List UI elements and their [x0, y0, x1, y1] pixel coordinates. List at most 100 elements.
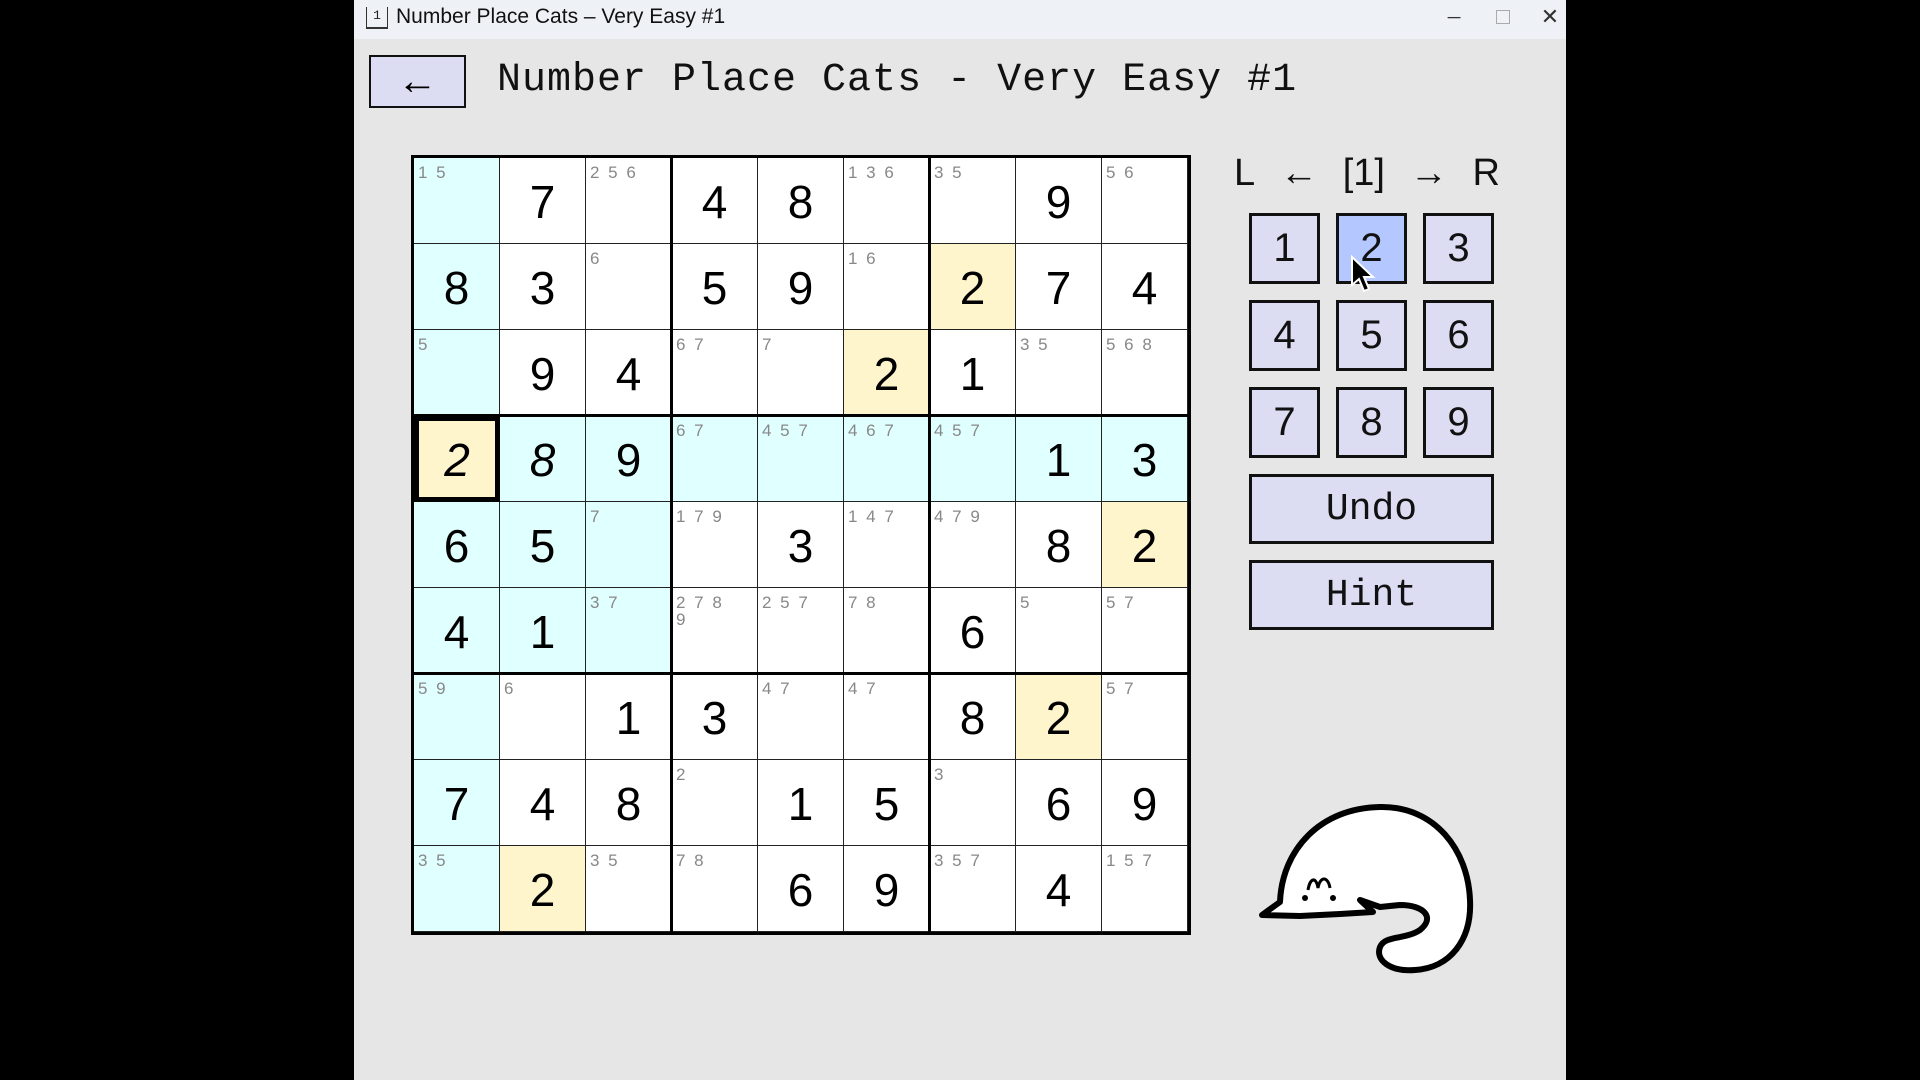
- cell-r1c8[interactable]: 9: [1016, 158, 1102, 244]
- cell-r9c6[interactable]: 9: [844, 846, 930, 932]
- cell-r2c9[interactable]: 4: [1102, 244, 1188, 330]
- cell-r3c5[interactable]: 7: [758, 330, 844, 416]
- cell-r6c4[interactable]: 2 7 8 9: [672, 588, 758, 674]
- cell-r1c6[interactable]: 1 3 6: [844, 158, 930, 244]
- cell-r7c9[interactable]: 5 7: [1102, 674, 1188, 760]
- hint-button[interactable]: Hint: [1249, 560, 1494, 630]
- cell-r4c6[interactable]: 4 6 7: [844, 416, 930, 502]
- cell-r1c9[interactable]: 5 6: [1102, 158, 1188, 244]
- cell-r5c4[interactable]: 1 7 9: [672, 502, 758, 588]
- cell-r2c6[interactable]: 1 6: [844, 244, 930, 330]
- cell-r2c7[interactable]: 2: [930, 244, 1016, 330]
- cell-r8c3[interactable]: 8: [586, 760, 672, 846]
- cell-r9c2[interactable]: 2: [500, 846, 586, 932]
- cell-r1c5[interactable]: 8: [758, 158, 844, 244]
- minimize-button[interactable]: ─: [1424, 0, 1484, 34]
- cell-r2c5[interactable]: 9: [758, 244, 844, 330]
- cell-r9c9[interactable]: 1 5 7: [1102, 846, 1188, 932]
- cell-r9c4[interactable]: 7 8: [672, 846, 758, 932]
- cell-r3c4[interactable]: 6 7: [672, 330, 758, 416]
- cell-r8c1[interactable]: 7: [414, 760, 500, 846]
- cell-r7c3[interactable]: 1: [586, 674, 672, 760]
- number-button-6[interactable]: 6: [1423, 300, 1494, 371]
- cell-r9c7[interactable]: 3 5 7: [930, 846, 1016, 932]
- cell-r4c5[interactable]: 4 5 7: [758, 416, 844, 502]
- cell-r9c5[interactable]: 6: [758, 846, 844, 932]
- cell-r3c3[interactable]: 4: [586, 330, 672, 416]
- cell-r6c5[interactable]: 2 5 7: [758, 588, 844, 674]
- number-button-5[interactable]: 5: [1336, 300, 1407, 371]
- cell-r4c2[interactable]: 8: [500, 416, 586, 502]
- number-button-8[interactable]: 8: [1336, 387, 1407, 458]
- cell-r4c1[interactable]: 2: [414, 416, 500, 502]
- cell-r1c2[interactable]: 7: [500, 158, 586, 244]
- number-button-3[interactable]: 3: [1423, 213, 1494, 284]
- cell-r2c4[interactable]: 5: [672, 244, 758, 330]
- cell-r4c3[interactable]: 9: [586, 416, 672, 502]
- number-button-1[interactable]: 1: [1249, 213, 1320, 284]
- cell-r1c3[interactable]: 2 5 6: [586, 158, 672, 244]
- cell-r9c1[interactable]: 3 5: [414, 846, 500, 932]
- close-button[interactable]: ✕: [1520, 0, 1580, 34]
- number-button-7[interactable]: 7: [1249, 387, 1320, 458]
- cell-r5c2[interactable]: 5: [500, 502, 586, 588]
- cell-r9c3[interactable]: 3 5: [586, 846, 672, 932]
- cell-r6c7[interactable]: 6: [930, 588, 1016, 674]
- cell-r4c7[interactable]: 4 5 7: [930, 416, 1016, 502]
- cell-r2c8[interactable]: 7: [1016, 244, 1102, 330]
- cell-r5c3[interactable]: 7: [586, 502, 672, 588]
- hand-right[interactable]: R: [1472, 152, 1500, 194]
- cell-r8c9[interactable]: 9: [1102, 760, 1188, 846]
- cell-r6c6[interactable]: 7 8: [844, 588, 930, 674]
- cell-r3c6[interactable]: 2: [844, 330, 930, 416]
- cell-r8c6[interactable]: 5: [844, 760, 930, 846]
- cell-r6c8[interactable]: 5: [1016, 588, 1102, 674]
- cell-r4c9[interactable]: 3: [1102, 416, 1188, 502]
- cell-r8c4[interactable]: 2: [672, 760, 758, 846]
- back-button[interactable]: ←: [369, 55, 466, 108]
- cell-r6c3[interactable]: 3 7: [586, 588, 672, 674]
- hand-left[interactable]: L: [1234, 152, 1256, 194]
- cell-r3c7[interactable]: 1: [930, 330, 1016, 416]
- number-button-9[interactable]: 9: [1423, 387, 1494, 458]
- cell-r7c6[interactable]: 4 7: [844, 674, 930, 760]
- cell-r7c4[interactable]: 3: [672, 674, 758, 760]
- cell-r2c3[interactable]: 6: [586, 244, 672, 330]
- cell-r5c9[interactable]: 2: [1102, 502, 1188, 588]
- cell-r7c8[interactable]: 2: [1016, 674, 1102, 760]
- cell-r5c6[interactable]: 1 4 7: [844, 502, 930, 588]
- cell-r8c2[interactable]: 4: [500, 760, 586, 846]
- cell-r1c4[interactable]: 4: [672, 158, 758, 244]
- cell-r6c9[interactable]: 5 7: [1102, 588, 1188, 674]
- cell-r7c7[interactable]: 8: [930, 674, 1016, 760]
- cell-r1c7[interactable]: 3 5: [930, 158, 1016, 244]
- cell-r7c5[interactable]: 4 7: [758, 674, 844, 760]
- cell-r6c2[interactable]: 1: [500, 588, 586, 674]
- cell-r3c8[interactable]: 3 5: [1016, 330, 1102, 416]
- cell-r4c8[interactable]: 1: [1016, 416, 1102, 502]
- cell-r5c7[interactable]: 4 7 9: [930, 502, 1016, 588]
- given-digit: 9: [529, 347, 556, 400]
- cell-r6c1[interactable]: 4: [414, 588, 500, 674]
- close-icon: ✕: [1540, 4, 1560, 29]
- cell-r5c1[interactable]: 6: [414, 502, 500, 588]
- cell-r8c8[interactable]: 6: [1016, 760, 1102, 846]
- cell-r3c9[interactable]: 5 6 8: [1102, 330, 1188, 416]
- number-button-2[interactable]: 2: [1336, 213, 1407, 284]
- cell-r2c2[interactable]: 3: [500, 244, 586, 330]
- cell-r3c2[interactable]: 9: [500, 330, 586, 416]
- undo-button[interactable]: Undo: [1249, 474, 1494, 544]
- maximize-button[interactable]: [1473, 0, 1533, 34]
- number-button-4[interactable]: 4: [1249, 300, 1320, 371]
- cell-r8c7[interactable]: 3: [930, 760, 1016, 846]
- cell-r5c5[interactable]: 3: [758, 502, 844, 588]
- cell-r7c2[interactable]: 6: [500, 674, 586, 760]
- cell-r3c1[interactable]: 5: [414, 330, 500, 416]
- cell-r2c1[interactable]: 8: [414, 244, 500, 330]
- cell-r5c8[interactable]: 8: [1016, 502, 1102, 588]
- cell-r8c5[interactable]: 1: [758, 760, 844, 846]
- cell-r4c4[interactable]: 6 7: [672, 416, 758, 502]
- cell-r7c1[interactable]: 5 9: [414, 674, 500, 760]
- cell-r9c8[interactable]: 4: [1016, 846, 1102, 932]
- cell-r1c1[interactable]: 1 5: [414, 158, 500, 244]
